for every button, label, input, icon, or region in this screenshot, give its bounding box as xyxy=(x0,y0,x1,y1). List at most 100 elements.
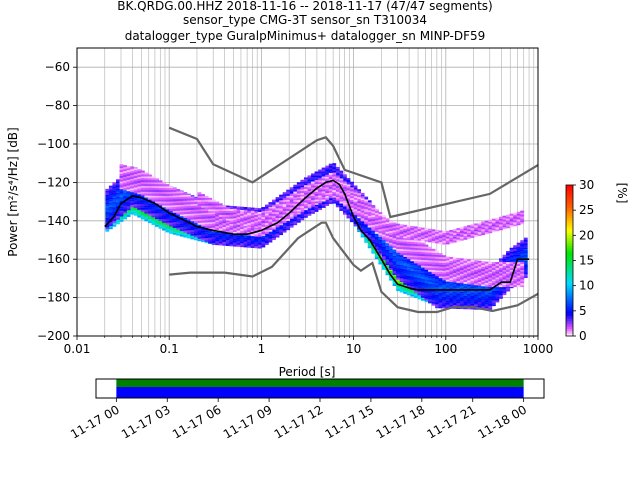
heatmap-cell xyxy=(389,256,393,259)
heatmap-cell xyxy=(371,251,376,254)
heatmap-cell xyxy=(208,216,213,219)
heatmap-cell xyxy=(488,290,493,293)
heatmap-cell xyxy=(247,233,252,236)
heatmap-cell xyxy=(151,205,156,208)
heatmap-cell xyxy=(140,209,145,212)
heatmap-cell xyxy=(225,225,230,228)
heatmap-cell xyxy=(119,214,124,217)
heatmap-cell xyxy=(311,206,315,209)
heatmap-cell xyxy=(328,200,333,203)
heatmap-cell xyxy=(516,259,521,262)
heatmap-cell xyxy=(130,174,135,177)
heatmap-cell xyxy=(463,291,468,294)
heatmap-cell xyxy=(509,249,514,252)
heatmap-cell xyxy=(165,230,170,233)
heatmap-cell xyxy=(353,185,358,188)
heatmap-cell xyxy=(105,209,110,212)
heatmap-cell xyxy=(335,196,340,199)
heatmap-cell xyxy=(360,192,365,195)
heatmap-cell xyxy=(112,184,117,187)
heatmap-cell xyxy=(215,226,220,229)
heatmap-cell xyxy=(357,216,361,219)
heatmap-cell xyxy=(215,216,220,219)
heatmap-cell xyxy=(172,208,177,211)
heatmap-cell xyxy=(442,279,447,282)
heatmap-cell xyxy=(296,212,301,215)
heatmap-cell xyxy=(449,302,454,305)
heatmap-cell xyxy=(112,182,117,185)
heatmap-cell xyxy=(459,295,464,298)
heatmap-cell xyxy=(303,187,308,189)
heatmap-cell xyxy=(151,221,156,224)
heatmap-cell xyxy=(158,217,163,220)
heatmap-cell xyxy=(332,165,337,168)
heatmap-cell xyxy=(247,238,252,241)
heatmap-cell xyxy=(300,214,305,217)
heatmap-cell xyxy=(233,244,237,247)
heatmap-cell xyxy=(403,280,408,283)
heatmap-cell xyxy=(225,205,230,208)
heatmap-cell xyxy=(378,239,383,242)
heatmap-cell xyxy=(307,209,312,212)
heatmap-cell xyxy=(268,230,273,233)
heatmap-cell xyxy=(474,303,479,306)
heatmap-cell xyxy=(513,249,518,252)
heatmap-cell xyxy=(321,169,326,172)
heatmap-cell xyxy=(389,248,393,251)
heatmap-cell xyxy=(498,291,503,294)
heatmap-cell xyxy=(194,227,198,230)
heatmap-cell xyxy=(342,183,347,186)
heatmap-cell xyxy=(108,195,113,198)
heatmap-cell xyxy=(523,253,528,255)
heatmap-cell xyxy=(357,221,361,224)
heatmap-cell xyxy=(300,181,305,184)
heatmap-cell xyxy=(321,180,326,183)
heatmap-cell xyxy=(176,231,181,234)
heatmap-cell xyxy=(523,276,528,279)
heatmap-cell xyxy=(392,259,397,262)
heatmap-cell xyxy=(420,268,425,271)
heatmap-cell xyxy=(470,303,475,306)
heatmap-cell xyxy=(452,301,457,304)
heatmap-cell xyxy=(495,300,500,303)
heatmap-cell xyxy=(197,229,202,232)
heatmap-cell xyxy=(435,306,440,309)
heatmap-cell xyxy=(197,216,202,219)
heatmap-cell xyxy=(155,191,159,194)
heatmap-cell xyxy=(399,276,404,279)
heatmap-cell xyxy=(367,240,372,243)
heatmap-cell xyxy=(194,196,198,199)
heatmap-cell xyxy=(428,297,432,300)
heatmap-cell xyxy=(165,222,170,225)
heatmap-cell xyxy=(342,206,347,209)
heatmap-cell xyxy=(420,267,425,270)
heatmap-cell xyxy=(491,290,496,293)
heatmap-cell xyxy=(247,241,252,244)
heatmap-cell xyxy=(130,190,135,193)
heatmap-cell xyxy=(130,184,135,187)
heatmap-cell xyxy=(431,290,436,293)
heatmap-cell xyxy=(211,225,216,228)
heatmap-cell xyxy=(264,242,269,245)
heatmap-cell xyxy=(300,179,305,182)
heatmap-cell xyxy=(155,207,159,210)
heatmap-cell xyxy=(151,187,156,190)
heatmap-cell xyxy=(151,222,156,225)
heatmap-cell xyxy=(137,176,142,179)
heatmap-cell xyxy=(474,294,479,297)
heatmap-cell xyxy=(268,227,273,230)
heatmap-cell xyxy=(417,283,422,286)
heatmap-cell xyxy=(208,241,213,244)
heatmap-cell xyxy=(162,217,166,220)
heatmap-cell xyxy=(286,191,291,194)
heatmap-cell xyxy=(523,274,528,277)
heatmap-cell xyxy=(108,208,113,211)
heatmap-cell xyxy=(523,251,528,254)
heatmap-cell xyxy=(130,188,135,191)
heatmap-cell xyxy=(410,282,415,285)
heatmap-cell xyxy=(201,209,205,212)
heatmap-cell xyxy=(484,296,489,299)
heatmap-cell xyxy=(222,241,227,244)
heatmap-cell xyxy=(516,252,521,255)
heatmap-cell xyxy=(140,185,145,188)
